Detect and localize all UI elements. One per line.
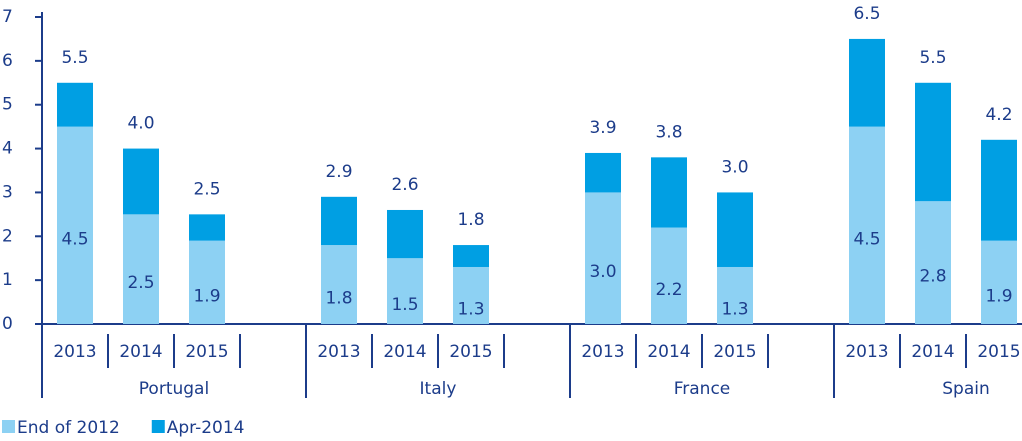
x-tick-label: 2013 — [845, 342, 888, 362]
x-tick-label: 2013 — [581, 342, 624, 362]
legend-label: Apr-2014 — [167, 418, 245, 438]
value-label: 1.3 — [721, 299, 748, 319]
value-label: 1.9 — [193, 286, 220, 306]
bar-segment — [57, 82, 93, 127]
value-label: 1.5 — [391, 295, 418, 315]
bar-segment — [717, 266, 753, 324]
bar-segment — [57, 126, 93, 325]
y-tick-label: 1 — [2, 270, 13, 290]
bar-segment — [585, 152, 621, 193]
x-tick-label: 2013 — [317, 342, 360, 362]
total-label: 3.9 — [589, 118, 616, 138]
y-tick-label: 6 — [2, 51, 13, 71]
bar-segment — [189, 214, 225, 241]
value-label: 1.3 — [457, 299, 484, 319]
bar-segment — [849, 38, 885, 127]
total-label: 4.0 — [127, 114, 154, 134]
x-tick-label: 2015 — [449, 342, 492, 362]
y-tick-label: 5 — [2, 95, 13, 115]
total-label: 2.5 — [193, 179, 220, 199]
bar-segment — [651, 227, 687, 324]
total-label: 3.8 — [655, 122, 682, 142]
value-label: 1.8 — [325, 289, 352, 309]
bar-segment — [123, 148, 159, 215]
x-tick-label: 2014 — [911, 342, 954, 362]
value-label: 2.5 — [127, 273, 154, 293]
bar-segment — [387, 258, 423, 324]
y-tick-label: 4 — [2, 139, 13, 159]
y-tick-label: 0 — [2, 314, 13, 334]
bar-segment — [717, 192, 753, 267]
bar-segment — [981, 240, 1017, 324]
value-label: 2.8 — [919, 267, 946, 287]
bar-segment — [915, 201, 951, 324]
bar-segment — [915, 82, 951, 202]
total-label: 3.0 — [721, 157, 748, 177]
total-label: 1.8 — [457, 210, 484, 230]
value-label: 4.5 — [61, 229, 88, 249]
bar-segment — [189, 240, 225, 324]
value-label: 2.2 — [655, 280, 682, 300]
x-tick-label: 2014 — [383, 342, 426, 362]
group-label: France — [674, 379, 731, 399]
group-label: Spain — [942, 379, 990, 399]
value-label: 3.0 — [589, 262, 616, 282]
x-tick-label: 2014 — [119, 342, 162, 362]
bar-segment — [849, 126, 885, 325]
bar-segment — [585, 192, 621, 324]
bar-segment — [453, 266, 489, 324]
total-label: 4.2 — [985, 105, 1012, 125]
bar-segment — [321, 245, 357, 324]
bar-segment — [651, 157, 687, 228]
legend-swatch — [2, 420, 15, 433]
y-tick-label: 7 — [2, 7, 13, 27]
group-label: Portugal — [139, 379, 209, 399]
bar-segment — [321, 196, 357, 246]
total-label: 6.5 — [853, 4, 880, 24]
x-tick-label: 2015 — [977, 342, 1020, 362]
x-tick-label: 2015 — [185, 342, 228, 362]
y-tick-label: 2 — [2, 226, 13, 246]
bar-segment — [453, 245, 489, 267]
total-label: 2.9 — [325, 162, 352, 182]
bar-segment — [981, 139, 1017, 241]
legend-swatch — [151, 420, 165, 433]
x-tick-label: 2013 — [53, 342, 96, 362]
bar-segment — [123, 214, 159, 324]
x-tick-label: 2015 — [713, 342, 756, 362]
value-label: 4.5 — [853, 229, 880, 249]
total-label: 5.5 — [61, 48, 88, 68]
total-label: 5.5 — [919, 48, 946, 68]
legend-label: End of 2012 — [17, 418, 120, 438]
group-label: Italy — [420, 379, 457, 399]
x-tick-label: 2014 — [647, 342, 690, 362]
bar-segment — [387, 209, 423, 259]
y-tick-label: 3 — [2, 182, 13, 202]
total-label: 2.6 — [391, 175, 418, 195]
value-label: 1.9 — [985, 286, 1012, 306]
